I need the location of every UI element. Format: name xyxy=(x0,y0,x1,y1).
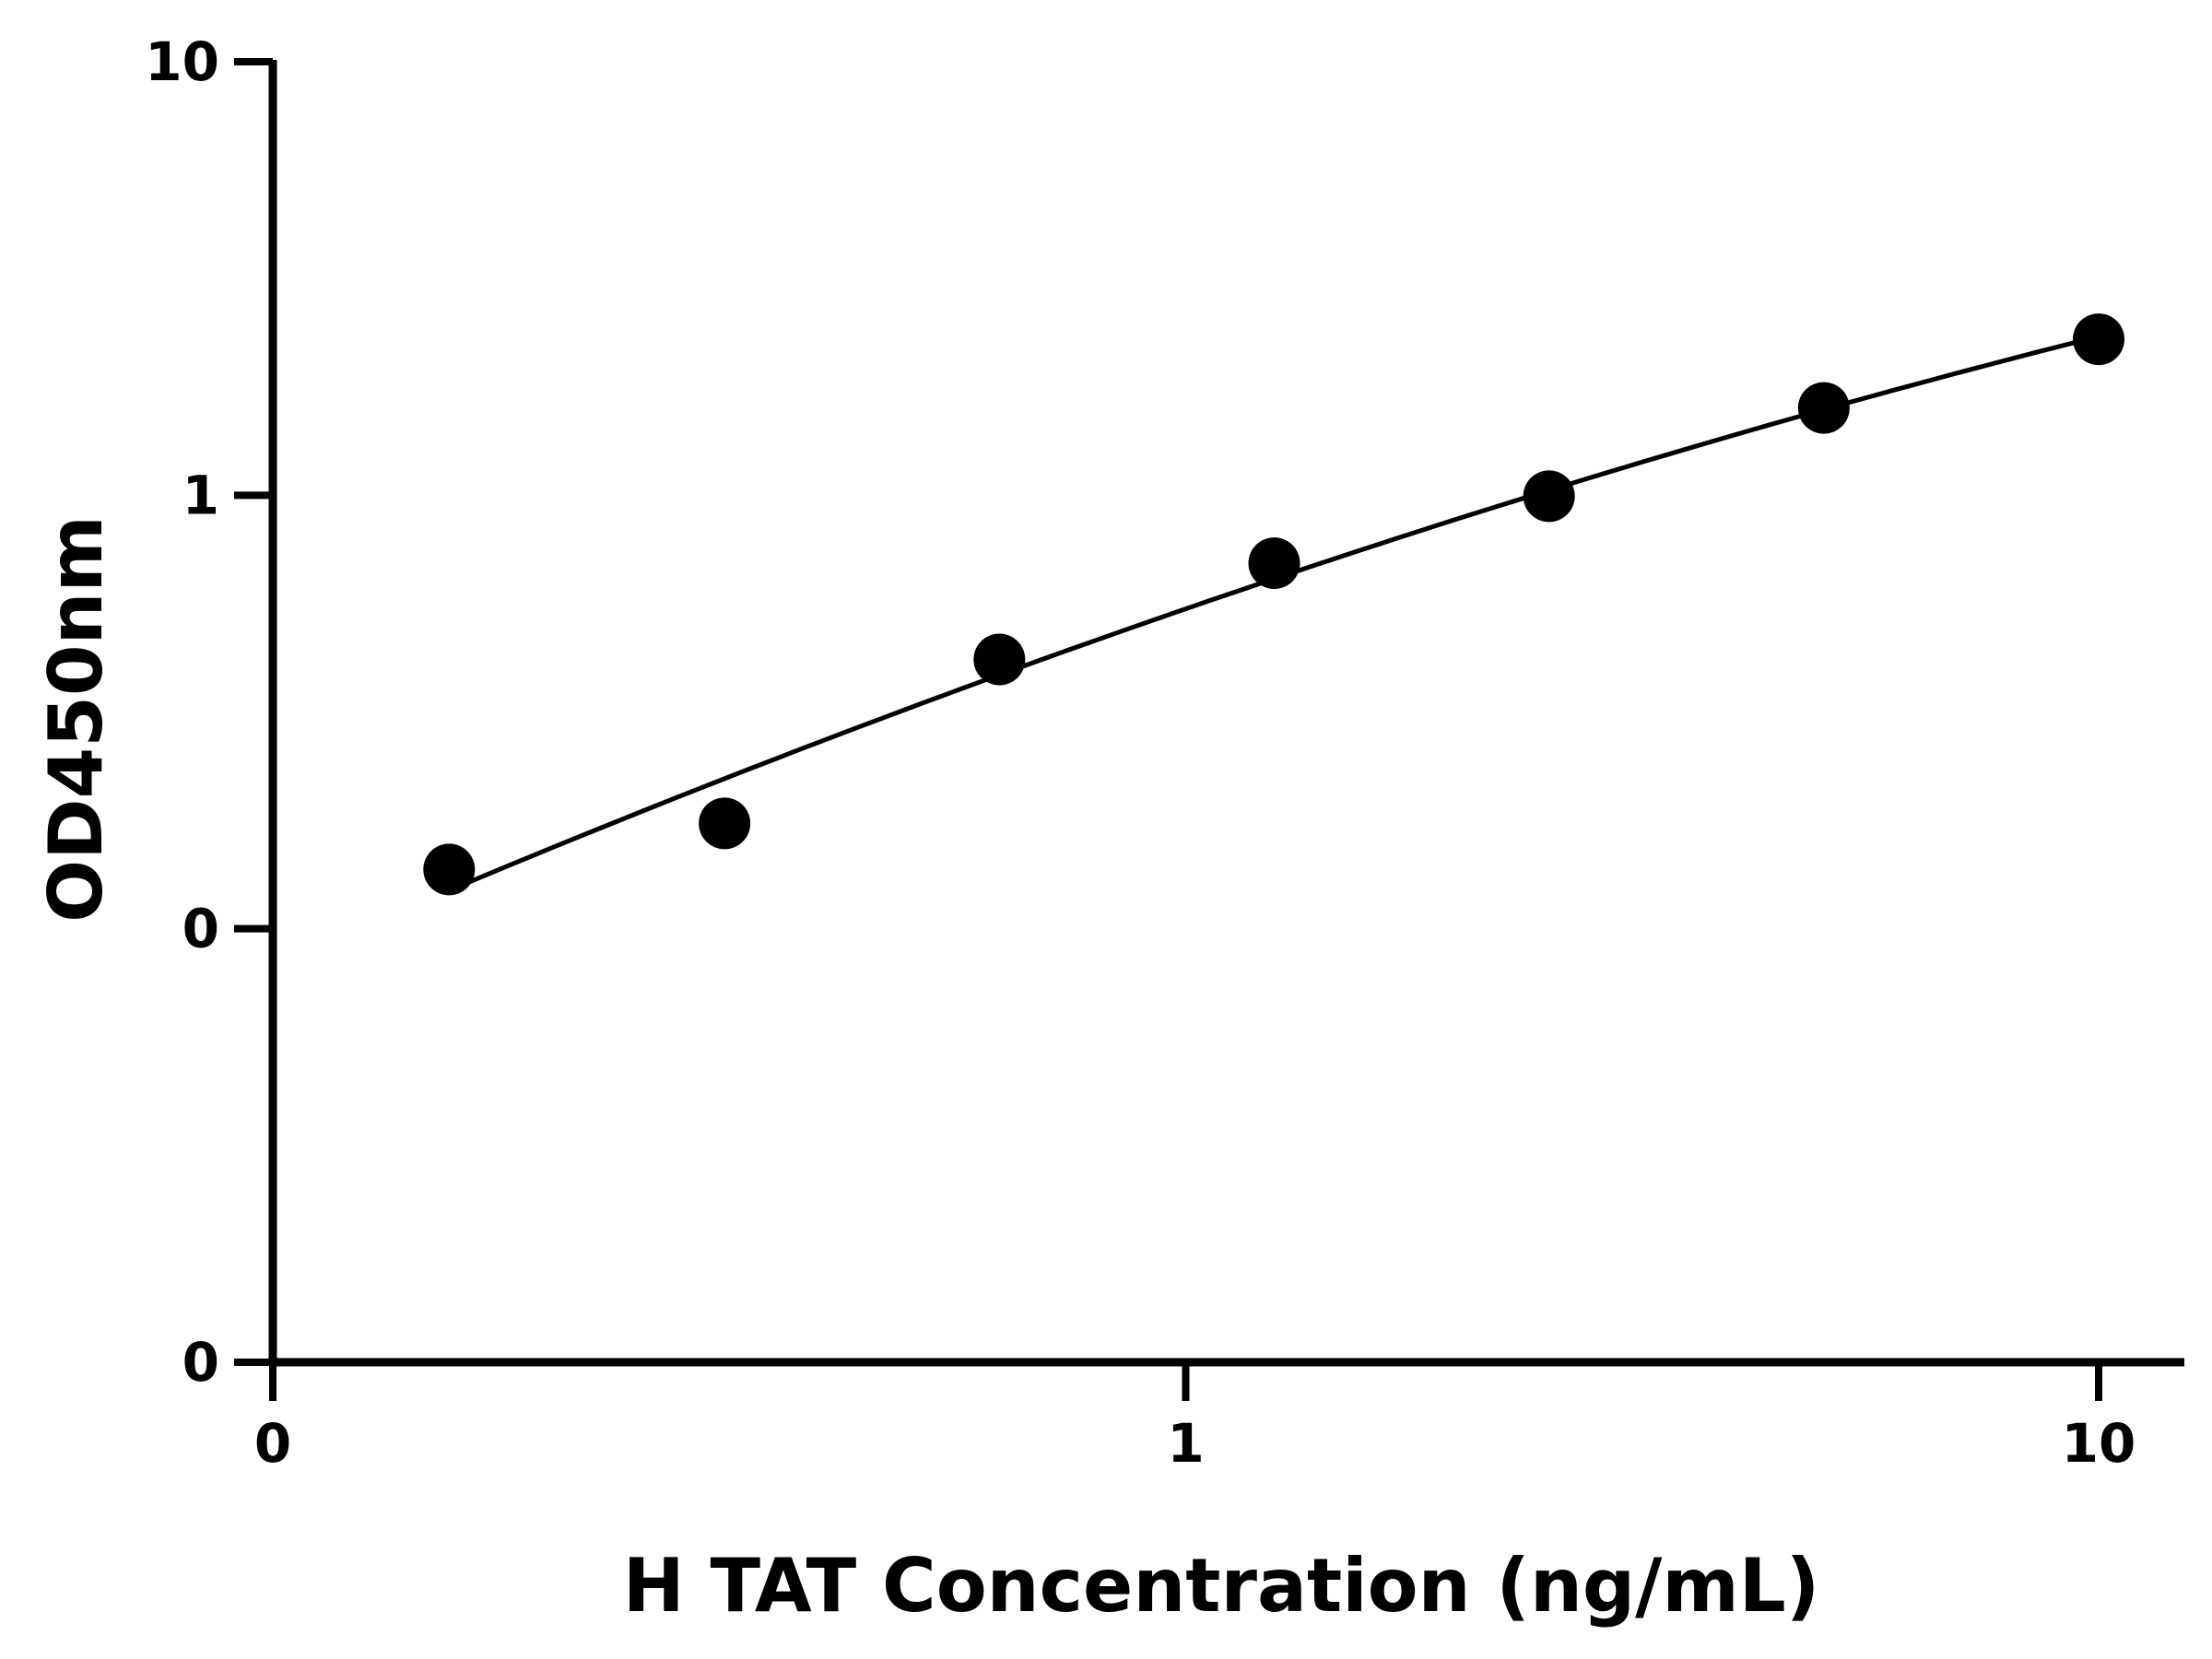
data-point xyxy=(1523,470,1575,523)
y-tick-label: 0 xyxy=(182,1331,219,1394)
y-tick-label: 10 xyxy=(145,30,219,93)
x-tick-label: 1 xyxy=(1167,1412,1204,1475)
y-tick-label: 0 xyxy=(182,898,219,960)
data-point xyxy=(973,633,1026,686)
x-tick-label: 10 xyxy=(2062,1412,2136,1475)
fit-curve-layer xyxy=(448,334,2100,893)
data-point xyxy=(423,843,476,896)
x-axis-title: H TAT Concentration (ng/mL) xyxy=(623,1543,1820,1629)
x-tick-label: 0 xyxy=(254,1412,291,1475)
data-point xyxy=(1797,382,1850,434)
data-points xyxy=(423,313,2124,896)
data-point xyxy=(699,797,751,850)
y-tick-label: 1 xyxy=(182,464,219,526)
y-axis-title: OD450nm xyxy=(33,515,119,923)
fit-curve xyxy=(448,334,2100,893)
data-point xyxy=(2073,313,2124,366)
data-point xyxy=(1248,537,1300,590)
